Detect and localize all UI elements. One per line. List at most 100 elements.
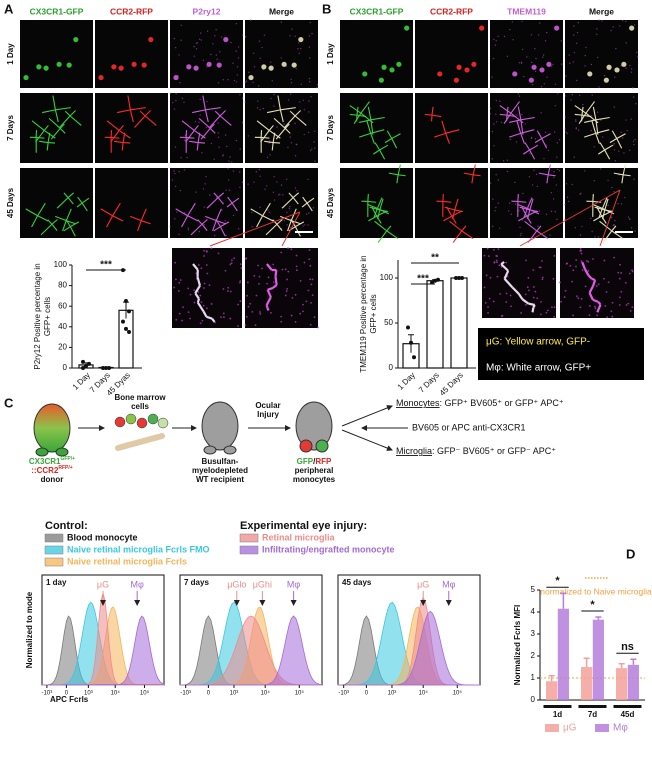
speckle (537, 34, 540, 36)
speckle (629, 218, 631, 220)
speckle (553, 315, 555, 318)
speckle (493, 261, 496, 264)
speckle (309, 57, 311, 59)
speckle (603, 277, 605, 280)
process (604, 144, 614, 151)
process (519, 206, 530, 211)
speckle (500, 121, 503, 124)
y-tick-label: 0 (531, 695, 536, 704)
y-tick-label: 0 (389, 363, 394, 372)
data-point (412, 355, 416, 360)
process (597, 149, 605, 155)
speckle (521, 113, 523, 116)
speckle (631, 306, 634, 309)
process (451, 210, 463, 217)
speckle (268, 211, 271, 214)
process (597, 301, 602, 306)
speckle (308, 77, 311, 80)
speckle (598, 19, 600, 21)
speckle (613, 149, 616, 151)
speckle (597, 236, 600, 238)
speckle (309, 149, 312, 152)
speckle (630, 118, 632, 120)
process (386, 230, 399, 240)
speckle (181, 97, 184, 100)
x-tick-label: 10⁵ (140, 690, 150, 697)
speckle (619, 25, 621, 27)
speckle (565, 75, 567, 77)
process (64, 110, 71, 117)
speckle (267, 276, 270, 279)
speckle (613, 191, 615, 193)
speckle (183, 169, 186, 171)
speckle (302, 99, 304, 101)
speckle (509, 294, 512, 297)
speckle (505, 301, 508, 303)
process (268, 125, 274, 131)
speckle (299, 312, 302, 315)
speckle (224, 134, 227, 136)
column-header: P2ry12 (193, 6, 221, 16)
speckle (499, 292, 502, 295)
significance-label: * (555, 575, 560, 587)
speckle (245, 80, 248, 82)
speckle (287, 270, 290, 273)
speckle (248, 71, 250, 74)
eye-icon (315, 439, 329, 453)
legend-label: Blood monocyte (67, 532, 138, 542)
speckle (235, 81, 238, 83)
speckle (187, 227, 189, 229)
speckle (492, 198, 494, 200)
speckle (272, 191, 275, 194)
speckle (614, 219, 616, 222)
speckle (214, 35, 216, 37)
speckle (273, 199, 276, 201)
speckle (538, 210, 540, 212)
speckle (277, 194, 280, 196)
speckle (302, 225, 304, 227)
speckle (558, 169, 561, 172)
x-tick-label: 0 (65, 691, 69, 697)
process (144, 115, 157, 126)
speckle (199, 98, 201, 101)
speckle (519, 234, 522, 237)
speckle (632, 96, 635, 98)
speckle (611, 315, 614, 318)
cell (186, 64, 192, 70)
x-tick-label: 1d (553, 710, 562, 719)
speckle (618, 304, 621, 306)
process (194, 285, 201, 294)
data-point (107, 366, 111, 370)
histogram-curve (338, 610, 481, 686)
speckle (632, 140, 635, 143)
y-tick-label: 100 (380, 273, 394, 282)
speckle (587, 261, 590, 263)
speckle (581, 225, 583, 228)
cell (362, 71, 368, 77)
speckle (279, 193, 281, 196)
speckle (253, 66, 256, 68)
column-header: CX3CR1-GFP (30, 6, 84, 16)
speckle (245, 315, 248, 318)
speckle (574, 226, 576, 229)
mouse-foot (55, 447, 69, 457)
process (584, 132, 596, 138)
process (46, 142, 49, 151)
zoom-inset (482, 248, 556, 318)
speckle (259, 108, 261, 111)
process (186, 136, 195, 139)
speckle (202, 59, 205, 62)
speckle (534, 290, 537, 293)
process (356, 106, 359, 116)
speckle (206, 250, 208, 253)
speckle (593, 180, 595, 182)
speckle (575, 120, 577, 123)
data-point (121, 319, 125, 324)
speckle (251, 310, 254, 313)
speckle (193, 289, 196, 292)
speckle (291, 28, 293, 30)
speckle (295, 143, 297, 146)
significance-label: ** (431, 253, 439, 264)
data-point (433, 278, 437, 283)
panel-letter: C (4, 395, 14, 410)
